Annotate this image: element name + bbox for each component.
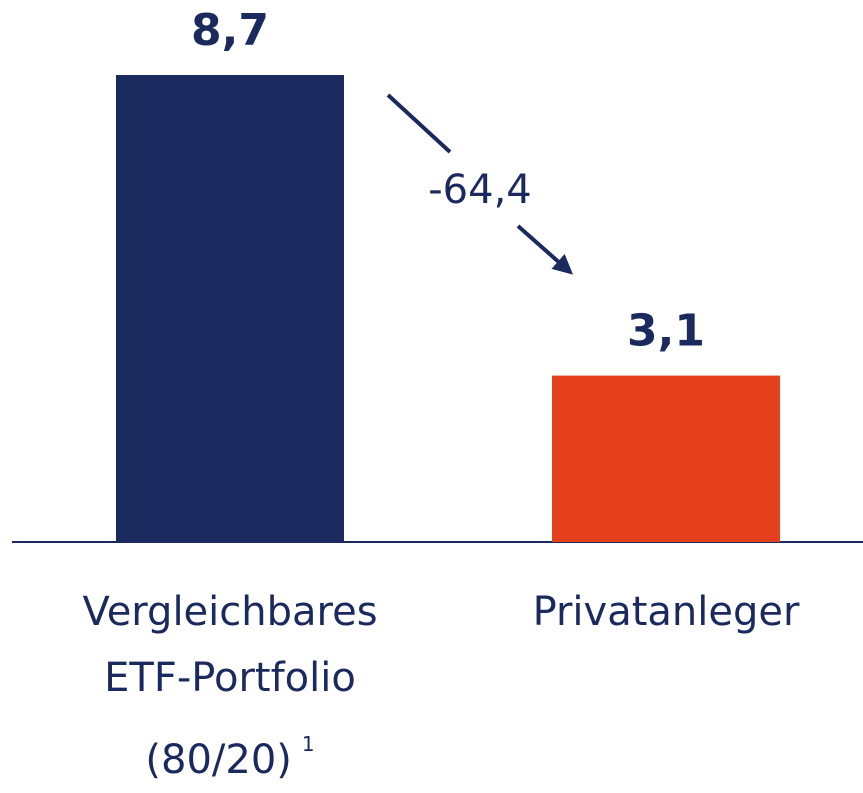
category-text: Vergleichbares ETF-Portfolio (80/20) xyxy=(82,589,378,783)
arrow-part xyxy=(386,93,452,154)
page: -64,4 8,73,1 (() => { const data = JSON.… xyxy=(12,5,863,783)
value-label: 8,7 xyxy=(191,5,269,56)
bar xyxy=(552,375,780,542)
annotation: -64,4 xyxy=(428,167,532,213)
chart: -64,4 8,7 3,1 xyxy=(12,5,863,543)
arrow-part xyxy=(516,224,573,275)
footnote-mark: 1 xyxy=(301,732,315,756)
category-text: Privatanleger xyxy=(532,589,800,635)
bar xyxy=(116,75,344,542)
category-label: Vergleichbares ETF-Portfolio (80/20) 1 xyxy=(50,579,410,793)
category-label: Privatanleger xyxy=(486,579,846,645)
value-label: 3,1 xyxy=(627,306,705,357)
